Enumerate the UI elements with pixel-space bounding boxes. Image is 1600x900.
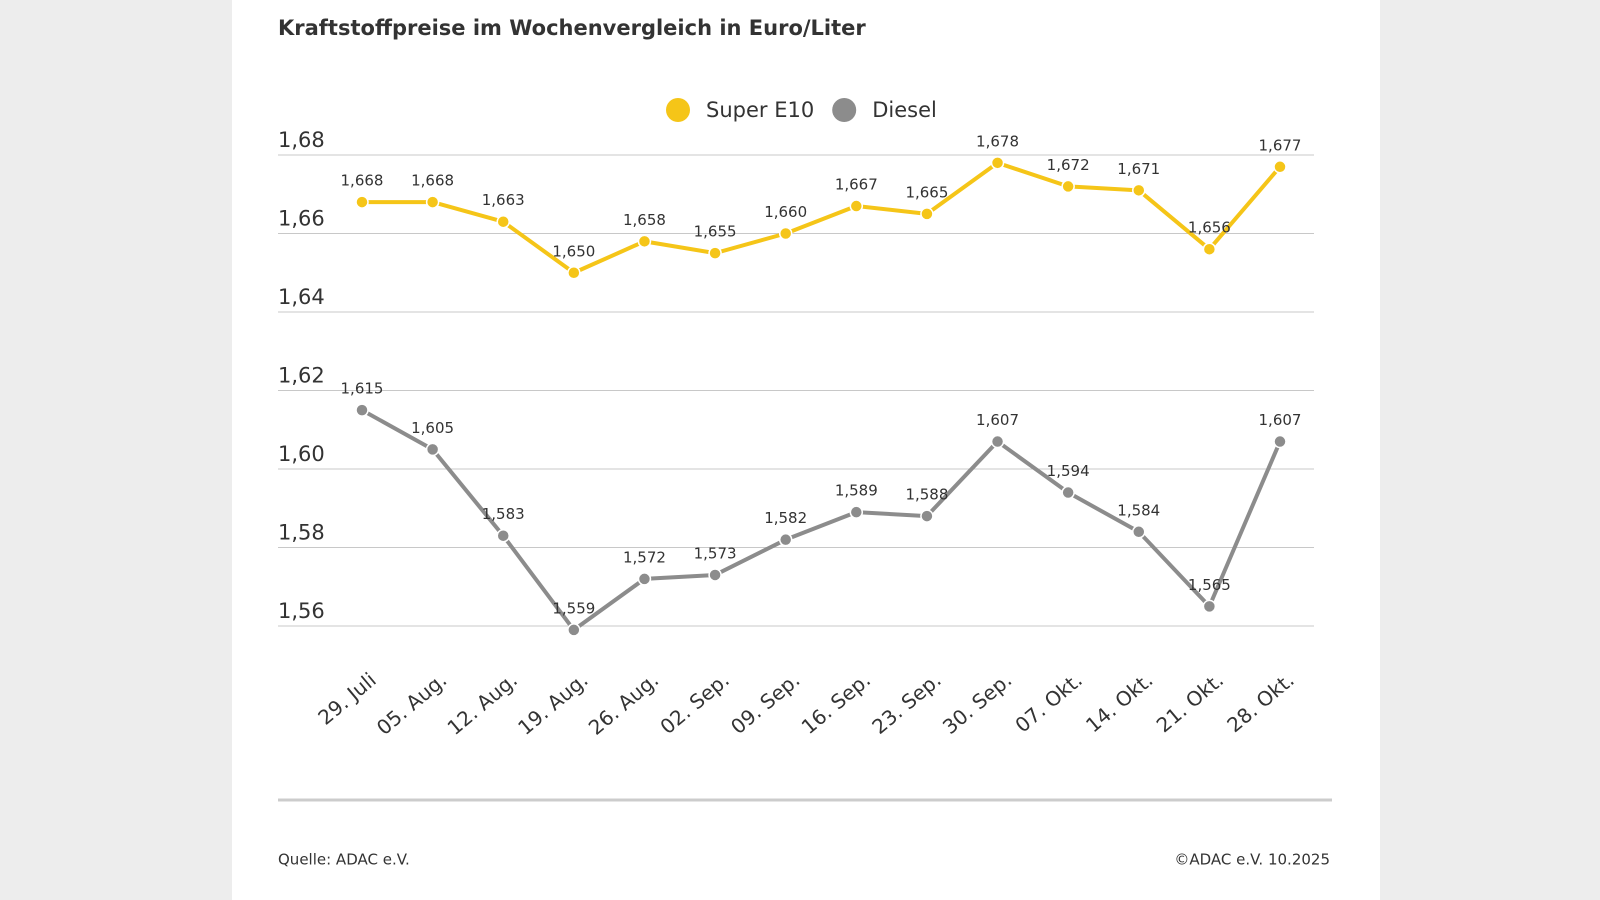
y-tick-label: 1,60 [278, 442, 325, 466]
y-tick-label: 1,66 [278, 207, 325, 231]
data-label: 1,573 [694, 544, 737, 562]
legend-marker [666, 98, 690, 122]
data-label: 1,607 [976, 411, 1019, 429]
data-label: 1,658 [623, 211, 666, 229]
data-label: 1,660 [764, 203, 807, 221]
data-point [1273, 160, 1287, 174]
data-label: 1,588 [905, 486, 948, 504]
data-point [425, 442, 440, 457]
data-label: 1,677 [1259, 136, 1302, 154]
data-point [990, 156, 1005, 170]
data-label: 1,671 [1117, 160, 1160, 178]
data-label: 1,668 [341, 172, 384, 190]
data-point [567, 266, 581, 280]
y-tick-label: 1,68 [278, 128, 325, 152]
series-line [362, 160, 1282, 275]
card [232, 0, 1380, 900]
data-point [496, 214, 510, 229]
y-tick-label: 1,62 [278, 364, 325, 388]
y-tick-label: 1,58 [278, 521, 325, 545]
data-point [567, 623, 581, 637]
data-label: 1,583 [482, 505, 525, 523]
data-point [778, 532, 793, 547]
data-label: 1,668 [411, 172, 454, 190]
data-label: 1,615 [341, 380, 384, 398]
data-point [425, 195, 440, 209]
data-point [990, 434, 1005, 449]
legend-marker [832, 98, 857, 122]
data-point [708, 568, 722, 582]
data-label: 1,607 [1259, 411, 1302, 429]
data-point [496, 528, 510, 543]
y-tick-label: 1,56 [278, 599, 325, 623]
data-label: 1,672 [1047, 156, 1090, 174]
data-point [1202, 599, 1217, 614]
data-point [1061, 485, 1075, 500]
data-label: 1,650 [552, 242, 595, 260]
data-label: 1,582 [764, 509, 807, 527]
legend-label: Diesel [872, 98, 937, 122]
legend-label: Super E10 [706, 98, 814, 122]
legend: Super E10 Diesel [666, 98, 937, 122]
data-point [637, 572, 652, 586]
data-point [1061, 179, 1075, 194]
data-label: 1,594 [1047, 462, 1090, 480]
data-point [1132, 183, 1146, 198]
data-label: 1,665 [905, 183, 948, 201]
data-label: 1,678 [976, 132, 1019, 150]
data-label: 1,663 [482, 191, 525, 209]
data-label: 1,559 [552, 599, 595, 617]
data-label: 1,589 [835, 482, 878, 500]
data-point [920, 207, 934, 221]
copyright: ©ADAC e.V. 10.2025 [1174, 851, 1330, 869]
data-point [1202, 242, 1217, 256]
data-point [849, 505, 864, 519]
data-label: 1,584 [1117, 501, 1160, 519]
data-label: 1,565 [1188, 576, 1231, 594]
data-label: 1,656 [1188, 219, 1231, 237]
source: Quelle: ADAC e.V. [278, 851, 410, 869]
data-point [637, 234, 652, 249]
data-point [355, 195, 369, 209]
data-label: 1,572 [623, 548, 666, 566]
data-point [778, 226, 793, 241]
data-point [1273, 434, 1287, 449]
data-point [920, 509, 934, 523]
data-label: 1,655 [694, 223, 737, 241]
data-point [355, 403, 369, 417]
chart-title: Kraftstoffpreise im Wochenvergleich in E… [278, 16, 866, 40]
data-label: 1,667 [835, 176, 878, 194]
series-line [361, 408, 1282, 632]
data-point [1132, 525, 1146, 539]
data-point [708, 246, 722, 260]
y-tick-label: 1,64 [278, 285, 325, 309]
data-label: 1,605 [411, 419, 454, 437]
data-point [849, 199, 864, 213]
